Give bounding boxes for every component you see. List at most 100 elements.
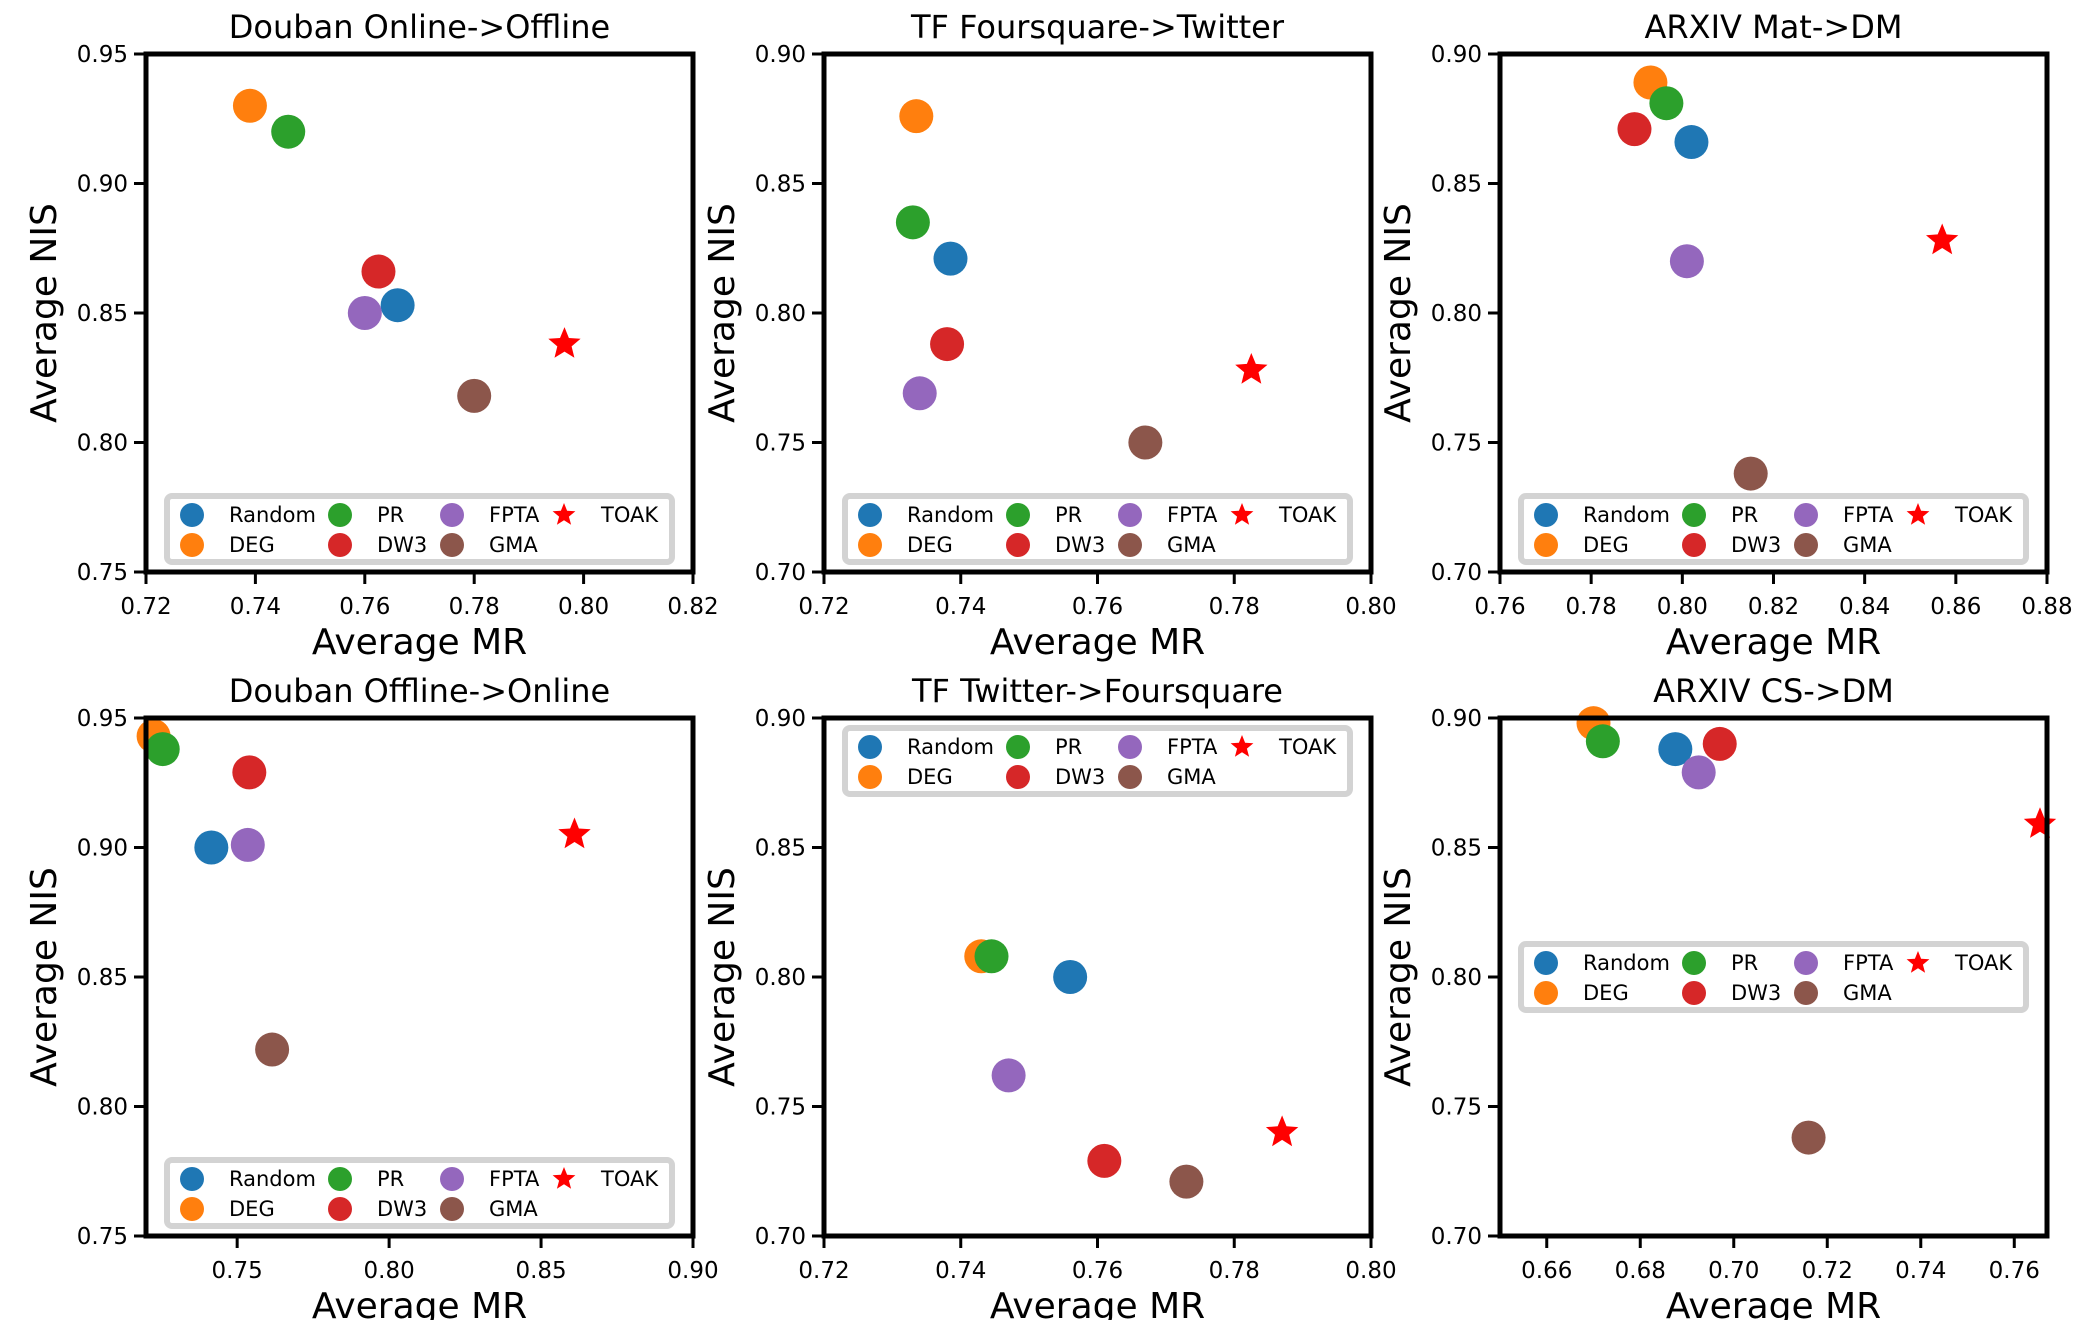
legend-label: DW3 [377, 533, 427, 557]
y-tick-label: 0.95 [77, 706, 128, 732]
x-tick-label: 0.66 [1521, 1258, 1572, 1284]
x-tick-label: 0.70 [1708, 1258, 1759, 1284]
x-axis-label: Average MR [990, 1286, 1205, 1320]
x-axis-label: Average MR [312, 622, 527, 663]
legend-label: GMA [1167, 765, 1216, 789]
subplot-5: TF Twitter->Foursquare Average MR Average … [702, 672, 1397, 1320]
legend-label: GMA [1843, 981, 1892, 1005]
legend-label: DEG [1583, 981, 1629, 1005]
legend-label: Random [907, 503, 994, 527]
data-point-dw3 [1617, 112, 1652, 147]
legend-label: Random [907, 735, 994, 759]
x-axis-label: Average MR [312, 1286, 527, 1320]
y-tick-label: 0.70 [755, 560, 806, 586]
plot-frame [143, 51, 696, 575]
legend-marker-random [858, 735, 882, 759]
data-point-pr [974, 939, 1009, 974]
legend-marker-random [1534, 951, 1558, 975]
data-point-random [1053, 960, 1088, 994]
data-point-fpta [991, 1058, 1026, 1093]
y-tick-label: 0.95 [77, 42, 128, 68]
x-tick-label: 0.80 [558, 594, 609, 620]
legend-marker-dw3 [328, 1197, 352, 1221]
legend-label: DEG [907, 533, 953, 557]
x-tick-label: 0.72 [798, 594, 849, 620]
data-point-deg [232, 88, 267, 123]
legend: Random DEG PR DW3 FPTA GMA TOAK [842, 493, 1353, 565]
legend-marker-fpta [1794, 951, 1818, 975]
legend: Random DEG PR DW3 FPTA GMA TOAK [1518, 493, 2029, 565]
legend-marker-fpta [1118, 735, 1142, 759]
legend-label: DEG [229, 533, 275, 557]
data-point-gma [1169, 1164, 1204, 1199]
y-tick-label: 0.70 [755, 1224, 806, 1250]
legend-label: DW3 [377, 1197, 427, 1221]
y-tick-label: 0.90 [755, 42, 806, 68]
legend-label: TOAK [600, 503, 659, 527]
legend: Random DEG PR DW3 FPTA GMA TOAK [164, 493, 675, 565]
y-tick-label: 0.75 [755, 431, 806, 457]
legend-box [842, 493, 1353, 565]
legend-label: Random [1583, 503, 1670, 527]
y-tick-label: 0.90 [1431, 42, 1482, 68]
y-axis-label: Average NIS [1378, 867, 1419, 1087]
legend-marker-pr [328, 503, 352, 527]
legend-label: FPTA [1167, 503, 1218, 527]
x-tick-label: 0.82 [1748, 594, 1799, 620]
legend-label: FPTA [489, 1167, 540, 1191]
legend-marker-deg [858, 533, 882, 557]
legend-marker-deg [180, 1197, 204, 1221]
data-point-random [380, 288, 415, 323]
x-tick-label: 0.80 [1345, 594, 1396, 620]
legend-label: PR [1055, 503, 1082, 527]
x-tick-label: 0.78 [1566, 594, 1617, 620]
data-point-random [1658, 732, 1693, 767]
legend-label: Random [229, 503, 316, 527]
x-tick-label: 0.72 [798, 1258, 849, 1284]
legend-marker-pr [1682, 503, 1706, 527]
legend-marker-dw3 [1006, 533, 1030, 557]
subplot-4: Douban Offline->Online Average MR Average … [24, 672, 719, 1320]
legend-label: TOAK [1954, 951, 2013, 975]
x-tick-label: 0.78 [449, 594, 500, 620]
x-tick-label: 0.80 [1345, 1258, 1396, 1284]
legend-marker-pr [1006, 735, 1030, 759]
data-point-dw3 [232, 755, 267, 790]
data-point-fpta [1669, 244, 1704, 279]
legend-marker-dw3 [1682, 533, 1706, 557]
data-point-fpta [347, 296, 382, 330]
legend-marker-fpta [1794, 503, 1818, 527]
legend-label: Random [229, 1167, 316, 1191]
x-axis-label: Average MR [1666, 1286, 1881, 1320]
x-tick-label: 0.76 [1072, 1258, 1123, 1284]
legend-marker-gma [1794, 533, 1818, 557]
x-axis-label: Average MR [1666, 622, 1881, 663]
plot-frame [1497, 51, 2050, 575]
x-axis-label: Average MR [990, 622, 1205, 663]
x-tick-label: 0.75 [212, 1258, 263, 1284]
legend-label: PR [377, 503, 404, 527]
legend-marker-pr [328, 1167, 352, 1191]
data-point-toak [2023, 807, 2057, 838]
data-point-dw3 [361, 254, 396, 289]
y-tick-label: 0.80 [1431, 965, 1482, 991]
data-point-random [1674, 125, 1709, 160]
y-tick-label: 0.85 [77, 965, 128, 991]
y-tick-label: 0.80 [77, 1095, 128, 1121]
legend-label: GMA [1167, 533, 1216, 557]
x-tick-label: 0.86 [1930, 594, 1981, 620]
x-tick-label: 0.72 [1802, 1258, 1853, 1284]
y-tick-label: 0.90 [77, 172, 128, 198]
x-tick-label: 0.76 [1989, 1258, 2040, 1284]
y-tick-label: 0.70 [1431, 560, 1482, 586]
y-axis-label: Average NIS [702, 203, 743, 423]
legend-marker-random [180, 1167, 204, 1191]
legend-label: PR [1731, 503, 1758, 527]
x-tick-label: 0.72 [120, 594, 171, 620]
data-point-toak [1926, 223, 1959, 255]
y-tick-label: 0.70 [1431, 1224, 1482, 1250]
y-tick-label: 0.90 [1431, 706, 1482, 732]
data-point-pr [271, 114, 306, 149]
y-tick-label: 0.90 [77, 836, 128, 862]
